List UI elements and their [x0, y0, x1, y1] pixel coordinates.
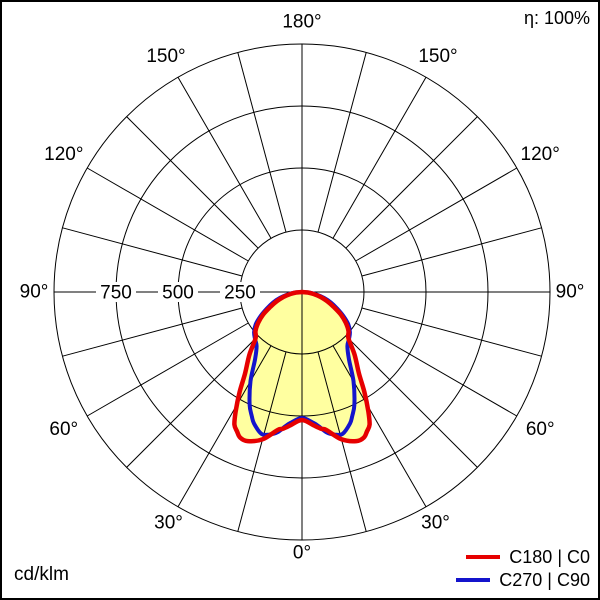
angle-tick-label: 180° — [282, 12, 321, 33]
radial-tick-label: 250 — [224, 283, 256, 304]
grid-radial-line — [355, 167, 518, 262]
legend: C180 | C0 C270 | C90 — [456, 547, 590, 590]
grid-radial-line — [126, 116, 259, 249]
grid-radial-line — [361, 307, 542, 357]
angle-tick-label: 150° — [146, 46, 185, 67]
radial-tick-mask — [158, 282, 198, 302]
angle-tick-label: 120° — [521, 144, 560, 165]
grid-radial-line — [86, 167, 249, 262]
grid-radial-line — [361, 227, 542, 277]
grid-radial-line — [355, 322, 518, 417]
legend-label-c180-c0: C180 | C0 — [509, 547, 590, 567]
grid-radial-line — [345, 335, 478, 468]
unit-label: cd/klm — [14, 564, 69, 585]
angle-tick-label: 30° — [154, 513, 183, 534]
legend-swatch-c270-c90 — [456, 578, 491, 582]
legend-item-c270-c90: C270 | C90 — [456, 570, 590, 590]
radial-tick-mask — [220, 282, 260, 302]
efficiency-label: η: 100% — [523, 8, 590, 28]
grid-radial-line — [317, 52, 367, 233]
legend-swatch-c180-c0 — [466, 555, 501, 559]
grid-radial-line — [332, 345, 427, 508]
radial-tick-label: 750 — [100, 283, 132, 304]
angle-tick-label: 90° — [556, 282, 585, 303]
grid-radial-line — [237, 52, 287, 233]
grid-radial-line — [86, 322, 249, 417]
grid-radial-line — [177, 76, 272, 239]
grid-radial-line — [62, 227, 243, 277]
grid-radial-line — [332, 76, 427, 239]
angle-tick-label: 0° — [293, 543, 311, 564]
angle-tick-label: 150° — [418, 46, 457, 67]
grid-radial-line — [62, 307, 243, 357]
angle-tick-label: 90° — [20, 282, 49, 303]
radial-tick-label: 500 — [162, 283, 194, 304]
angle-tick-label: 30° — [421, 513, 450, 534]
radial-tick-mask — [96, 282, 136, 302]
legend-label-c270-c90: C270 | C90 — [499, 570, 590, 590]
angle-tick-label: 60° — [526, 419, 555, 440]
angle-tick-label: 60° — [49, 419, 78, 440]
grid-radial-line — [126, 335, 259, 468]
angle-tick-label: 120° — [44, 144, 83, 165]
grid-radial-line — [177, 345, 272, 508]
grid-radial-line — [345, 116, 478, 249]
curve-c180-c0 — [232, 289, 372, 444]
legend-item-c180-c0: C180 | C0 — [466, 547, 590, 567]
